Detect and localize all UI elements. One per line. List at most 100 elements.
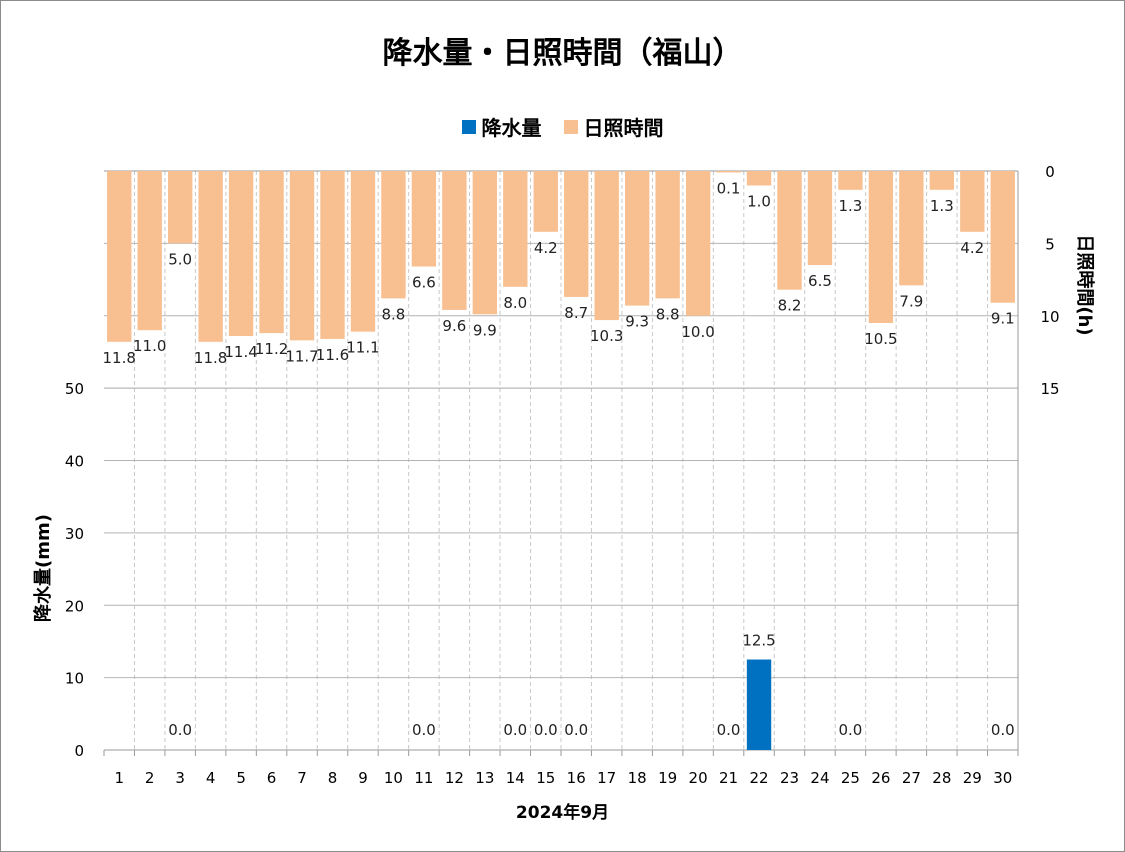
x-tick-label: 25: [841, 769, 860, 787]
rain-data-label: 0.0: [839, 721, 863, 739]
x-tick-label: 20: [689, 769, 708, 787]
sunshine-bar: [564, 171, 589, 297]
x-tick-label: 24: [810, 769, 829, 787]
x-tick-label: 17: [597, 769, 616, 787]
sunshine-data-label: 11.4: [224, 343, 257, 361]
legend-label-sunshine: 日照時間: [583, 116, 664, 140]
rain-data-label: 0.0: [503, 721, 527, 739]
y-left-tick-label: 30: [65, 525, 84, 543]
sunshine-data-label: 5.0: [168, 250, 192, 268]
x-tick-label: 19: [658, 769, 677, 787]
sunshine-data-label: 8.2: [778, 297, 802, 315]
sunshine-bar: [167, 171, 193, 244]
sunshine-data-label: 6.6: [412, 274, 436, 292]
sunshine-bar: [137, 171, 162, 331]
sunshine-data-label: 11.1: [346, 339, 379, 357]
sunshine-bar: [472, 171, 498, 315]
x-tick-label: 11: [414, 769, 433, 787]
x-axis-label: 2024年9月: [515, 803, 610, 823]
x-tick-label: 2: [145, 769, 155, 787]
sunshine-data-label: 11.8: [194, 349, 227, 367]
sunshine-data-label: 8.7: [564, 304, 588, 322]
sunshine-data-label: 11.7: [285, 347, 318, 365]
sunshine-bar: [198, 171, 223, 342]
sunshine-bar: [259, 171, 284, 334]
sunshine-bar: [990, 171, 1015, 303]
sunshine-data-label: 4.2: [960, 239, 984, 257]
y-axis-right-label: 日照時間(h): [1074, 234, 1095, 336]
sunshine-data-label: 7.9: [899, 292, 923, 310]
legend-label-rain: 降水量: [481, 116, 542, 140]
sunshine-data-label: 11.8: [103, 349, 136, 367]
y-right-tick-label: 0: [1045, 163, 1055, 181]
sunshine-bar: [929, 171, 955, 190]
sunshine-data-label: 8.0: [503, 294, 527, 312]
sunshine-bar: [107, 171, 132, 342]
sunshine-data-label: 9.3: [625, 313, 649, 331]
x-tick-label: 15: [536, 769, 555, 787]
x-tick-label: 4: [206, 769, 216, 787]
sunshine-bar: [442, 171, 467, 310]
y-left-tick-label: 20: [65, 597, 84, 615]
x-tick-label: 16: [567, 769, 586, 787]
x-tick-label: 3: [175, 769, 185, 787]
y-right-tick-label: 15: [1040, 380, 1059, 398]
x-tick-label: 14: [506, 769, 525, 787]
y-axis-left-label: 降水量(mm): [33, 514, 54, 622]
sunshine-bar: [381, 171, 406, 299]
y-left-tick-label: 0: [74, 742, 84, 760]
sunshine-data-label: 8.8: [656, 305, 680, 323]
x-tick-label: 13: [475, 769, 494, 787]
sunshine-bar: [777, 171, 802, 290]
x-tick-label: 7: [297, 769, 307, 787]
x-tick-label: 22: [749, 769, 768, 787]
x-tick-label: 9: [358, 769, 368, 787]
rain-data-label: 0.0: [991, 721, 1015, 739]
sunshine-bar: [503, 171, 528, 287]
sunshine-data-label: 0.1: [717, 179, 741, 197]
rain-data-label: 0.0: [534, 721, 558, 739]
sunshine-data-label: 1.3: [839, 197, 863, 215]
sunshine-bar: [685, 171, 711, 316]
chart-title: 降水量・日照時間（福山）: [382, 36, 743, 71]
rain-data-label: 0.0: [564, 721, 588, 739]
legend: 降水量 日照時間: [0, 112, 1125, 141]
sunshine-data-label: 4.2: [534, 239, 558, 257]
sunshine-bar: [807, 171, 833, 266]
x-tick-label: 10: [384, 769, 403, 787]
x-tick-label: 21: [719, 769, 738, 787]
rain-data-label: 0.0: [717, 721, 741, 739]
sunshine-data-label: 11.6: [316, 346, 349, 364]
x-tick-label: 30: [993, 769, 1012, 787]
sunshine-data-label: 9.1: [991, 310, 1015, 328]
sunshine-data-label: 11.2: [255, 340, 288, 358]
sunshine-bar: [746, 171, 772, 186]
sunshine-bar: [868, 171, 894, 323]
sunshine-bar: [624, 171, 650, 306]
x-tick-label: 26: [871, 769, 890, 787]
sunshine-bar: [289, 171, 315, 341]
y-left-tick-label: 50: [65, 380, 84, 398]
rain-data-label: 0.0: [168, 721, 192, 739]
sunshine-data-label: 8.8: [382, 305, 406, 323]
rain-data-label: 0.0: [412, 721, 436, 739]
y-right-tick-label: 5: [1045, 235, 1055, 253]
x-tick-label: 1: [114, 769, 124, 787]
legend-item-sunshine: 日照時間: [563, 112, 664, 141]
sunshine-data-label: 10.3: [590, 327, 623, 345]
rain-data-label: 12.5: [742, 632, 775, 650]
x-tick-label: 5: [236, 769, 246, 787]
x-tick-label: 28: [932, 769, 951, 787]
x-tick-label: 27: [902, 769, 921, 787]
x-tick-label: 18: [628, 769, 647, 787]
sunshine-data-label: 9.6: [442, 317, 466, 335]
legend-item-rain: 降水量: [461, 112, 542, 141]
x-tick-label: 12: [445, 769, 464, 787]
sunshine-data-label: 1.0: [747, 192, 771, 210]
x-tick-label: 6: [267, 769, 277, 787]
x-tick-label: 23: [780, 769, 799, 787]
y-left-tick-label: 40: [65, 453, 84, 471]
sunshine-bar: [533, 171, 558, 232]
